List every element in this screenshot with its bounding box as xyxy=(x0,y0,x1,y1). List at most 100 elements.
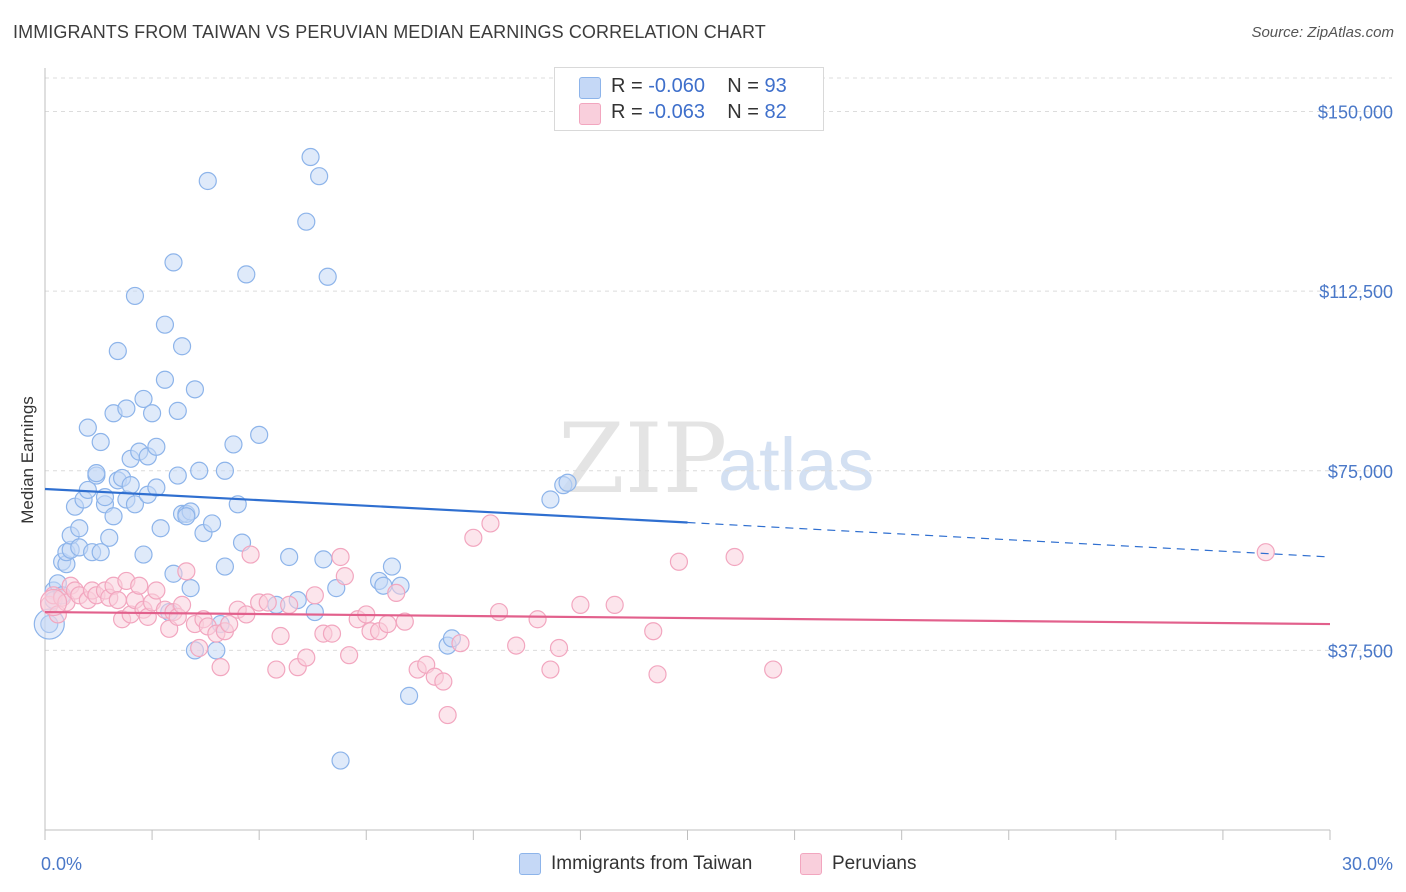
point-taiwan-48 xyxy=(168,401,187,420)
point-taiwan-42 xyxy=(155,315,175,334)
legend-r-value: -0.063 xyxy=(648,101,705,123)
watermark: ZIP atlas xyxy=(558,403,874,515)
point-taiwan-72 xyxy=(297,212,316,231)
legend-n-label: N = xyxy=(727,101,759,123)
point-peruvians-70 xyxy=(507,636,526,655)
point-taiwan-32 xyxy=(125,286,145,306)
y-tick-labels: $37,500 $75,000 $112,500 $150,000 xyxy=(1318,103,1393,662)
point-peruvians-50 xyxy=(322,624,342,643)
trend-lines xyxy=(44,487,1331,626)
point-peruvians-45 xyxy=(280,595,299,614)
point-taiwan-56 xyxy=(190,461,209,480)
point-peruvians-29 xyxy=(177,562,196,581)
point-taiwan-79 xyxy=(331,751,350,770)
point-taiwan-60 xyxy=(207,641,226,660)
legend-swatch-taiwan xyxy=(519,853,541,875)
gridlines xyxy=(45,77,1392,651)
point-peruvians-52 xyxy=(335,567,354,586)
point-peruvians-47 xyxy=(297,648,316,667)
point-taiwan-39 xyxy=(147,437,166,456)
point-peruvians-75 xyxy=(605,595,624,614)
point-peruvians-73 xyxy=(549,638,569,658)
point-peruvians-53 xyxy=(340,646,359,665)
point-taiwan-40 xyxy=(147,478,166,497)
point-taiwan-73 xyxy=(301,147,320,167)
point-taiwan-10 xyxy=(70,519,89,538)
point-peruvians-81 xyxy=(1256,543,1275,562)
point-taiwan-63 xyxy=(215,461,234,480)
point-taiwan-30 xyxy=(121,476,140,495)
point-taiwan-74 xyxy=(305,602,324,622)
point-peruvians-44 xyxy=(271,626,290,646)
y-tick-label-1: $75,000 xyxy=(1328,462,1393,482)
point-taiwan-64 xyxy=(224,435,243,454)
y-axis-label: Median Earnings xyxy=(18,396,37,524)
point-taiwan-23 xyxy=(104,507,123,526)
point-taiwan-47 xyxy=(168,466,187,485)
point-taiwan-62 xyxy=(215,557,234,576)
x-tick-label-min: 0.0% xyxy=(41,854,82,874)
point-taiwan-24 xyxy=(108,341,127,361)
legend-r-label: R = xyxy=(611,101,643,123)
point-peruvians-cluster xyxy=(39,588,68,617)
legend-label-taiwan: Immigrants from Taiwan xyxy=(551,853,753,874)
point-peruvians-71 xyxy=(528,610,547,629)
point-peruvians-14 xyxy=(108,590,127,610)
point-peruvians-69 xyxy=(489,602,509,622)
point-peruvians-65 xyxy=(438,705,457,725)
point-taiwan-45 xyxy=(164,253,183,272)
point-taiwan-70 xyxy=(280,547,299,567)
point-taiwan-68 xyxy=(250,425,269,444)
point-peruvians-40 xyxy=(241,545,260,564)
point-taiwan-17 xyxy=(87,464,106,483)
point-peruvians-77 xyxy=(648,665,667,684)
point-taiwan-77 xyxy=(318,267,337,286)
point-taiwan-84 xyxy=(399,686,419,705)
legend-label-peruvians: Peruvians xyxy=(832,853,917,874)
source-credit: Source: ZipAtlas.com xyxy=(1251,24,1394,41)
point-taiwan-27 xyxy=(117,399,136,418)
point-peruvians-79 xyxy=(725,547,744,567)
point-taiwan-75 xyxy=(310,167,329,186)
chart-title: IMMIGRANTS FROM TAIWAN VS PERUVIAN MEDIA… xyxy=(13,22,766,42)
point-peruvians-74 xyxy=(571,595,590,614)
point-taiwan-50 xyxy=(172,337,192,356)
point-peruvians-19 xyxy=(130,576,149,595)
point-taiwan-34 xyxy=(134,389,153,409)
point-taiwan-67 xyxy=(237,265,256,284)
point-taiwan-38 xyxy=(142,404,162,423)
trend-line-peruvians xyxy=(44,610,1331,626)
stats-legend: R = -0.060 N = 93 R = -0.063 N = 82 xyxy=(554,67,824,131)
legend-swatch-peruvians xyxy=(800,853,822,875)
legend-r-label: R = xyxy=(611,75,643,97)
point-taiwan-18 xyxy=(91,432,110,452)
x-tick-labels: 0.0% 30.0% xyxy=(41,854,1393,874)
point-peruvians-31 xyxy=(190,638,209,658)
legend-n-label: N = xyxy=(727,75,759,97)
point-peruvians-42 xyxy=(258,593,277,612)
point-taiwan-21 xyxy=(100,528,119,547)
series-peruvians-points xyxy=(39,514,1275,725)
point-taiwan-41 xyxy=(151,519,170,538)
axes xyxy=(44,68,1331,840)
point-peruvians-43 xyxy=(267,660,286,679)
point-taiwan-82 xyxy=(382,557,402,576)
point-taiwan-53 xyxy=(181,579,200,598)
watermark-zip: ZIP xyxy=(558,403,727,515)
point-taiwan-59 xyxy=(202,514,222,533)
point-peruvians-23 xyxy=(147,581,166,600)
watermark-atlas: atlas xyxy=(718,423,874,506)
point-peruvians-64 xyxy=(434,672,453,691)
point-peruvians-51 xyxy=(331,547,350,567)
point-taiwan-43 xyxy=(155,370,175,389)
point-taiwan-55 xyxy=(185,380,205,399)
legend-swatch-peruvians xyxy=(579,103,601,125)
point-peruvians-59 xyxy=(387,583,406,603)
point-peruvians-66 xyxy=(451,634,470,653)
point-peruvians-67 xyxy=(464,528,483,547)
y-tick-label-3: $150,000 xyxy=(1318,103,1393,123)
point-peruvians-28 xyxy=(172,595,192,614)
series-legend: Immigrants from Taiwan Peruvians xyxy=(0,850,1406,880)
point-taiwan-89 xyxy=(558,473,577,492)
